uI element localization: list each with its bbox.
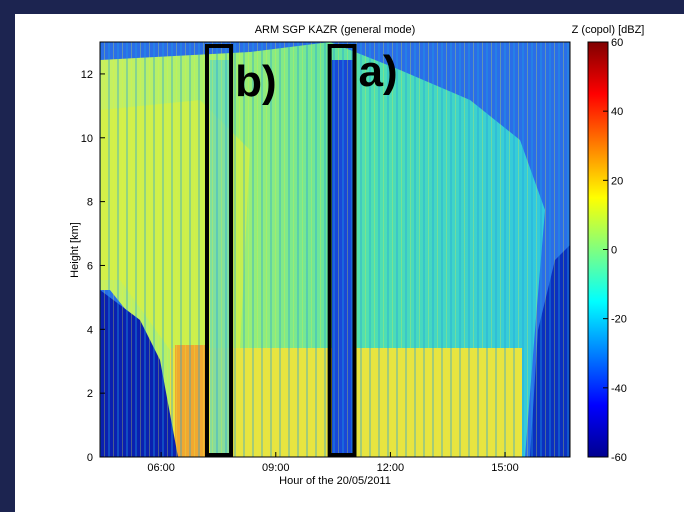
frame-top [0,0,684,14]
x-tick-label: 12:00 [377,462,405,474]
y-tick-label: 4 [87,324,93,336]
colorbar-label: Z (copol) [dBZ] [572,24,645,36]
chart-title: ARM SGP KAZR (general mode) [255,24,416,36]
colorbar-tick-label: 40 [611,106,623,118]
y-tick-label: 12 [81,69,93,81]
frame-left [0,0,15,512]
colorbar-tick-label: -20 [611,314,627,326]
annotation: a) [358,47,397,96]
y-axis-label: Height [km] [69,222,81,278]
colorbar-tick-label: -40 [611,383,627,395]
y-tick-label: 6 [87,260,93,272]
colorbar-tick-label: -60 [611,452,627,464]
annotation: b) [235,57,277,106]
y-tick-label: 2 [87,388,93,400]
colorbar-tick-label: 20 [611,175,623,187]
colorbar-tick-label: 0 [611,245,617,257]
x-axis-label: Hour of the 20/05/2011 [279,475,391,487]
y-tick-label: 10 [81,133,93,145]
radar-image [100,42,570,457]
x-tick-label: 06:00 [147,462,175,474]
colorbar-tick-label: 60 [611,37,623,49]
highlight-box [327,44,357,457]
y-tick-label: 8 [87,197,93,209]
x-tick-label: 09:00 [262,462,290,474]
x-tick-label: 15:00 [491,462,519,474]
y-tick-label: 0 [87,452,93,464]
highlight-box [204,44,234,457]
